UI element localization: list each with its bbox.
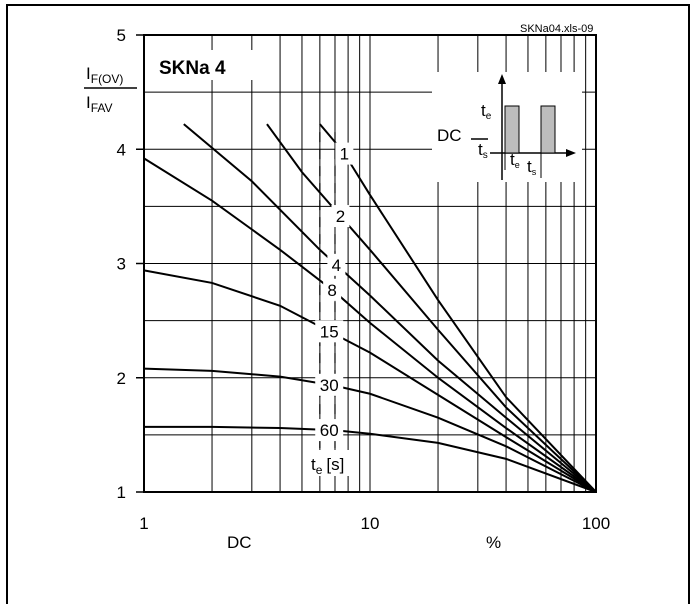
chart: 1 2 4 8 15 30 60 1 2 3 4 5 1 10 100 SKNa 4 SKNa04.xls… [84,23,611,550]
x-tick-label: 10 [361,514,380,533]
y-tick-label: 3 [117,255,126,274]
series-label-bg [335,142,354,165]
series-label-bg [331,205,350,228]
y-label-den-main: I [86,93,91,112]
inset-te: t [481,101,486,120]
chart-frame [6,4,690,604]
series-label-bg [315,373,344,396]
plot-area [143,34,597,493]
series-label-bg [323,278,342,301]
series-label-8: 8 [327,281,336,300]
svg-text:te: te [510,150,520,170]
inset-te-bottom: t [510,150,515,169]
y-tick-label: 4 [117,140,126,159]
inset-dc: DC [437,126,462,145]
series-line-8 [143,157,597,493]
y-tick-label: 1 [117,483,126,502]
series-label-bg [315,419,344,442]
file-tag: SKNa04.xls-09 [520,23,593,35]
series-line-4 [183,123,597,493]
series-line-60 [144,425,597,493]
series-label-15: 15 [320,322,339,341]
series-line-15 [143,269,597,493]
svg-text:IFAV: IFAV [86,93,113,115]
series-line-2 [266,123,597,493]
series-label-bg [315,320,344,343]
x-tick-label: 100 [582,514,610,533]
svg-text:IF(OV): IF(OV) [86,64,123,86]
pulse-1 [504,105,520,154]
tick-labels: 1 2 3 4 5 1 10 100 [117,26,611,533]
y-label-num-main: I [86,64,91,83]
y-label-den-sub: FAV [91,101,113,115]
param-label: te [s] [311,455,344,477]
inset-ts-frac: t [478,140,483,159]
series-label-1: 1 [340,145,349,164]
duty-cycle-inset: te DC ts te ts [432,72,582,182]
dashed-guides [319,132,336,464]
svg-text:ts: ts [527,157,537,177]
svg-text:ts: ts [478,140,488,161]
x-axis-label: DC [227,533,252,550]
y-tick-label: 2 [117,369,126,388]
inset-ts-bottom: t [527,157,532,176]
series-label-60: 60 [320,421,339,440]
series-label-bg [327,253,346,276]
chart-title: SKNa 4 [159,58,226,79]
pulse-2 [540,105,556,154]
series-labels: 1 2 4 8 15 30 60 [315,142,354,442]
y-tick-label: 5 [117,26,126,45]
y-label-num-sub: F(OV) [91,72,124,86]
x-axis-unit: % [486,533,501,550]
series-label-30: 30 [320,376,339,395]
series-label-2: 2 [336,207,345,226]
svg-text:te: te [481,101,492,122]
series-label-4: 4 [332,256,341,275]
y-axis-label: IF(OV) IFAV [84,64,137,115]
x-tick-label: 1 [139,514,148,533]
series-line-30 [143,367,597,493]
